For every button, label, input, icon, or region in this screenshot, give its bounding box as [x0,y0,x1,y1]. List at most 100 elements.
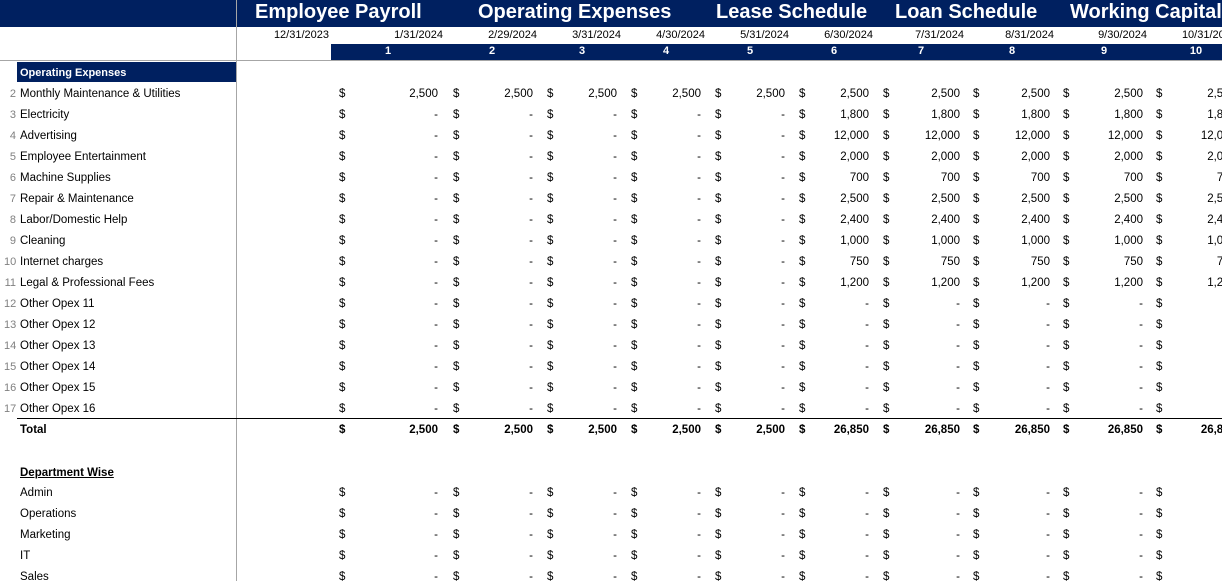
value-cell[interactable]: 700 [1123,172,1143,184]
nav-loan-schedule[interactable]: Loan Schedule [895,1,1038,23]
value-cell[interactable]: - [781,403,785,415]
value-cell[interactable]: - [956,487,960,499]
value-cell[interactable]: - [1176,399,1222,420]
value-cell[interactable]: 1,800 [931,109,960,121]
value-cell[interactable]: - [781,529,785,541]
value-cell[interactable]: - [1139,550,1143,562]
value-cell[interactable]: - [613,130,617,142]
value-cell[interactable]: - [697,151,701,163]
value-cell[interactable]: - [613,193,617,205]
value-cell[interactable]: - [434,319,438,331]
value-cell[interactable]: - [613,403,617,415]
value-cell[interactable]: 2,400 [1021,214,1050,226]
value-cell[interactable]: - [1139,361,1143,373]
value-cell[interactable]: 26,850 [1200,424,1222,436]
value-cell[interactable]: - [1139,487,1143,499]
value-cell[interactable]: - [434,193,438,205]
value-cell[interactable]: - [1046,529,1050,541]
value-cell[interactable]: 700 [849,172,869,184]
value-cell[interactable]: - [434,571,438,583]
value-cell[interactable]: - [956,298,960,310]
value-cell[interactable]: - [697,319,701,331]
value-cell[interactable]: - [529,109,533,121]
value-cell[interactable]: 750 [1123,256,1143,268]
value-cell[interactable]: - [781,361,785,373]
value-cell[interactable]: - [1176,315,1222,336]
value-cell[interactable]: - [529,319,533,331]
value-cell[interactable]: - [1139,508,1143,520]
value-cell[interactable]: - [865,508,869,520]
value-cell[interactable]: - [865,361,869,373]
value-cell[interactable]: 26,850 [1107,424,1143,436]
value-cell[interactable]: - [529,571,533,583]
nav-working-capital[interactable]: Working Capital [1070,1,1222,23]
value-cell[interactable]: - [529,172,533,184]
value-cell[interactable]: - [865,382,869,394]
value-cell[interactable]: - [1046,550,1050,562]
value-cell[interactable]: 2,500 [504,424,533,436]
value-cell[interactable]: 2,000 [1207,151,1222,163]
value-cell[interactable]: - [865,487,869,499]
value-cell[interactable]: - [865,403,869,415]
value-cell[interactable]: - [613,172,617,184]
value-cell[interactable]: - [1046,571,1050,583]
value-cell[interactable]: 12,000 [1200,130,1222,142]
value-cell[interactable]: - [781,151,785,163]
value-cell[interactable]: - [529,529,533,541]
value-cell[interactable]: - [613,151,617,163]
value-cell[interactable]: - [613,214,617,226]
value-cell[interactable]: - [529,277,533,289]
value-cell[interactable]: - [697,277,701,289]
value-cell[interactable]: - [697,529,701,541]
value-cell[interactable]: 1,800 [1207,109,1222,121]
value-cell[interactable]: - [781,130,785,142]
value-cell[interactable]: - [1046,508,1050,520]
value-cell[interactable]: - [697,403,701,415]
value-cell[interactable]: - [613,508,617,520]
nav-operating-expenses[interactable]: Operating Expenses [478,1,672,23]
value-cell[interactable]: 2,500 [1021,193,1050,205]
value-cell[interactable]: - [865,571,869,583]
value-cell[interactable]: - [434,487,438,499]
value-cell[interactable]: 26,850 [1014,424,1050,436]
value-cell[interactable]: - [1139,319,1143,331]
value-cell[interactable]: - [697,550,701,562]
value-cell[interactable]: 2,500 [840,88,869,100]
value-cell[interactable]: - [529,361,533,373]
value-cell[interactable]: - [434,172,438,184]
value-cell[interactable]: - [613,571,617,583]
value-cell[interactable]: - [956,361,960,373]
value-cell[interactable]: 1,200 [1207,277,1222,289]
value-cell[interactable]: - [434,130,438,142]
value-cell[interactable]: - [781,571,785,583]
value-cell[interactable]: - [613,529,617,541]
value-cell[interactable]: 1,000 [1021,235,1050,247]
value-cell[interactable]: 2,000 [840,151,869,163]
value-cell[interactable]: - [781,256,785,268]
value-cell[interactable]: - [1139,340,1143,352]
value-cell[interactable]: - [613,487,617,499]
value-cell[interactable]: 1,000 [931,235,960,247]
value-cell[interactable]: - [956,529,960,541]
value-cell[interactable]: - [529,382,533,394]
value-cell[interactable]: - [613,319,617,331]
value-cell[interactable]: 2,500 [672,424,701,436]
value-cell[interactable]: - [613,361,617,373]
value-cell[interactable]: - [529,550,533,562]
value-cell[interactable]: 2,500 [588,424,617,436]
value-cell[interactable]: - [1139,403,1143,415]
value-cell[interactable]: 12,000 [1014,130,1050,142]
value-cell[interactable]: - [781,277,785,289]
value-cell[interactable]: - [697,109,701,121]
value-cell[interactable]: - [697,193,701,205]
value-cell[interactable]: - [434,508,438,520]
value-cell[interactable]: - [781,319,785,331]
value-cell[interactable]: - [613,109,617,121]
value-cell[interactable]: - [865,340,869,352]
value-cell[interactable]: - [434,298,438,310]
value-cell[interactable]: - [697,235,701,247]
value-cell[interactable]: 2,500 [409,88,438,100]
value-cell[interactable]: - [613,235,617,247]
value-cell[interactable]: - [434,256,438,268]
value-cell[interactable]: - [956,571,960,583]
